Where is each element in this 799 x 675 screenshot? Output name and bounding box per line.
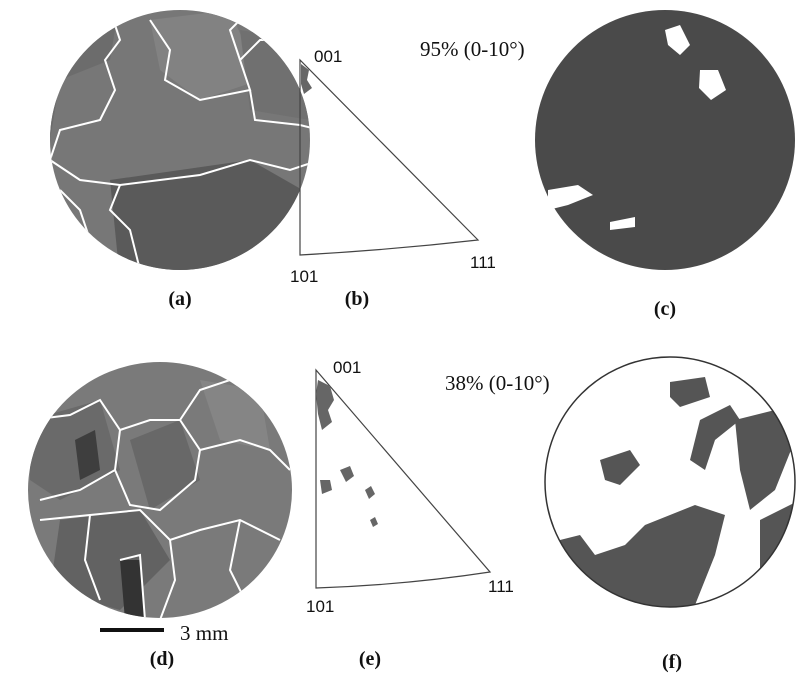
ipf-triangle xyxy=(300,60,478,255)
panel-label: (e) xyxy=(359,648,381,670)
panel-label: (a) xyxy=(168,288,191,310)
grain-map-a xyxy=(40,0,320,280)
ipf-corner: 101 xyxy=(306,597,334,616)
ipf-corner: 001 xyxy=(333,358,361,377)
ipf-corner: 101 xyxy=(290,267,318,286)
scale-bar-label: 3 mm xyxy=(180,621,228,645)
ipf-corner: 001 xyxy=(314,47,342,66)
panel-label: (f) xyxy=(662,651,682,673)
fraction-label: 38% (0-10°) xyxy=(445,371,550,395)
ipf-clusters xyxy=(316,380,378,527)
ipf-cluster xyxy=(301,64,312,94)
panel-label: (b) xyxy=(345,288,369,310)
panel-label: (c) xyxy=(654,298,676,320)
grain-map-d xyxy=(28,360,292,620)
panel-label: (d) xyxy=(150,648,174,670)
figure: (a) 001 101 111 (b) 95% (0-10°) (c) 3 mm… xyxy=(0,0,799,675)
ipf-corner: 111 xyxy=(488,577,514,596)
fraction-label: 95% (0-10°) xyxy=(420,37,525,61)
ipf-triangle xyxy=(316,370,490,588)
ipf-corner: 111 xyxy=(470,253,496,272)
fraction-map-c xyxy=(535,10,795,270)
